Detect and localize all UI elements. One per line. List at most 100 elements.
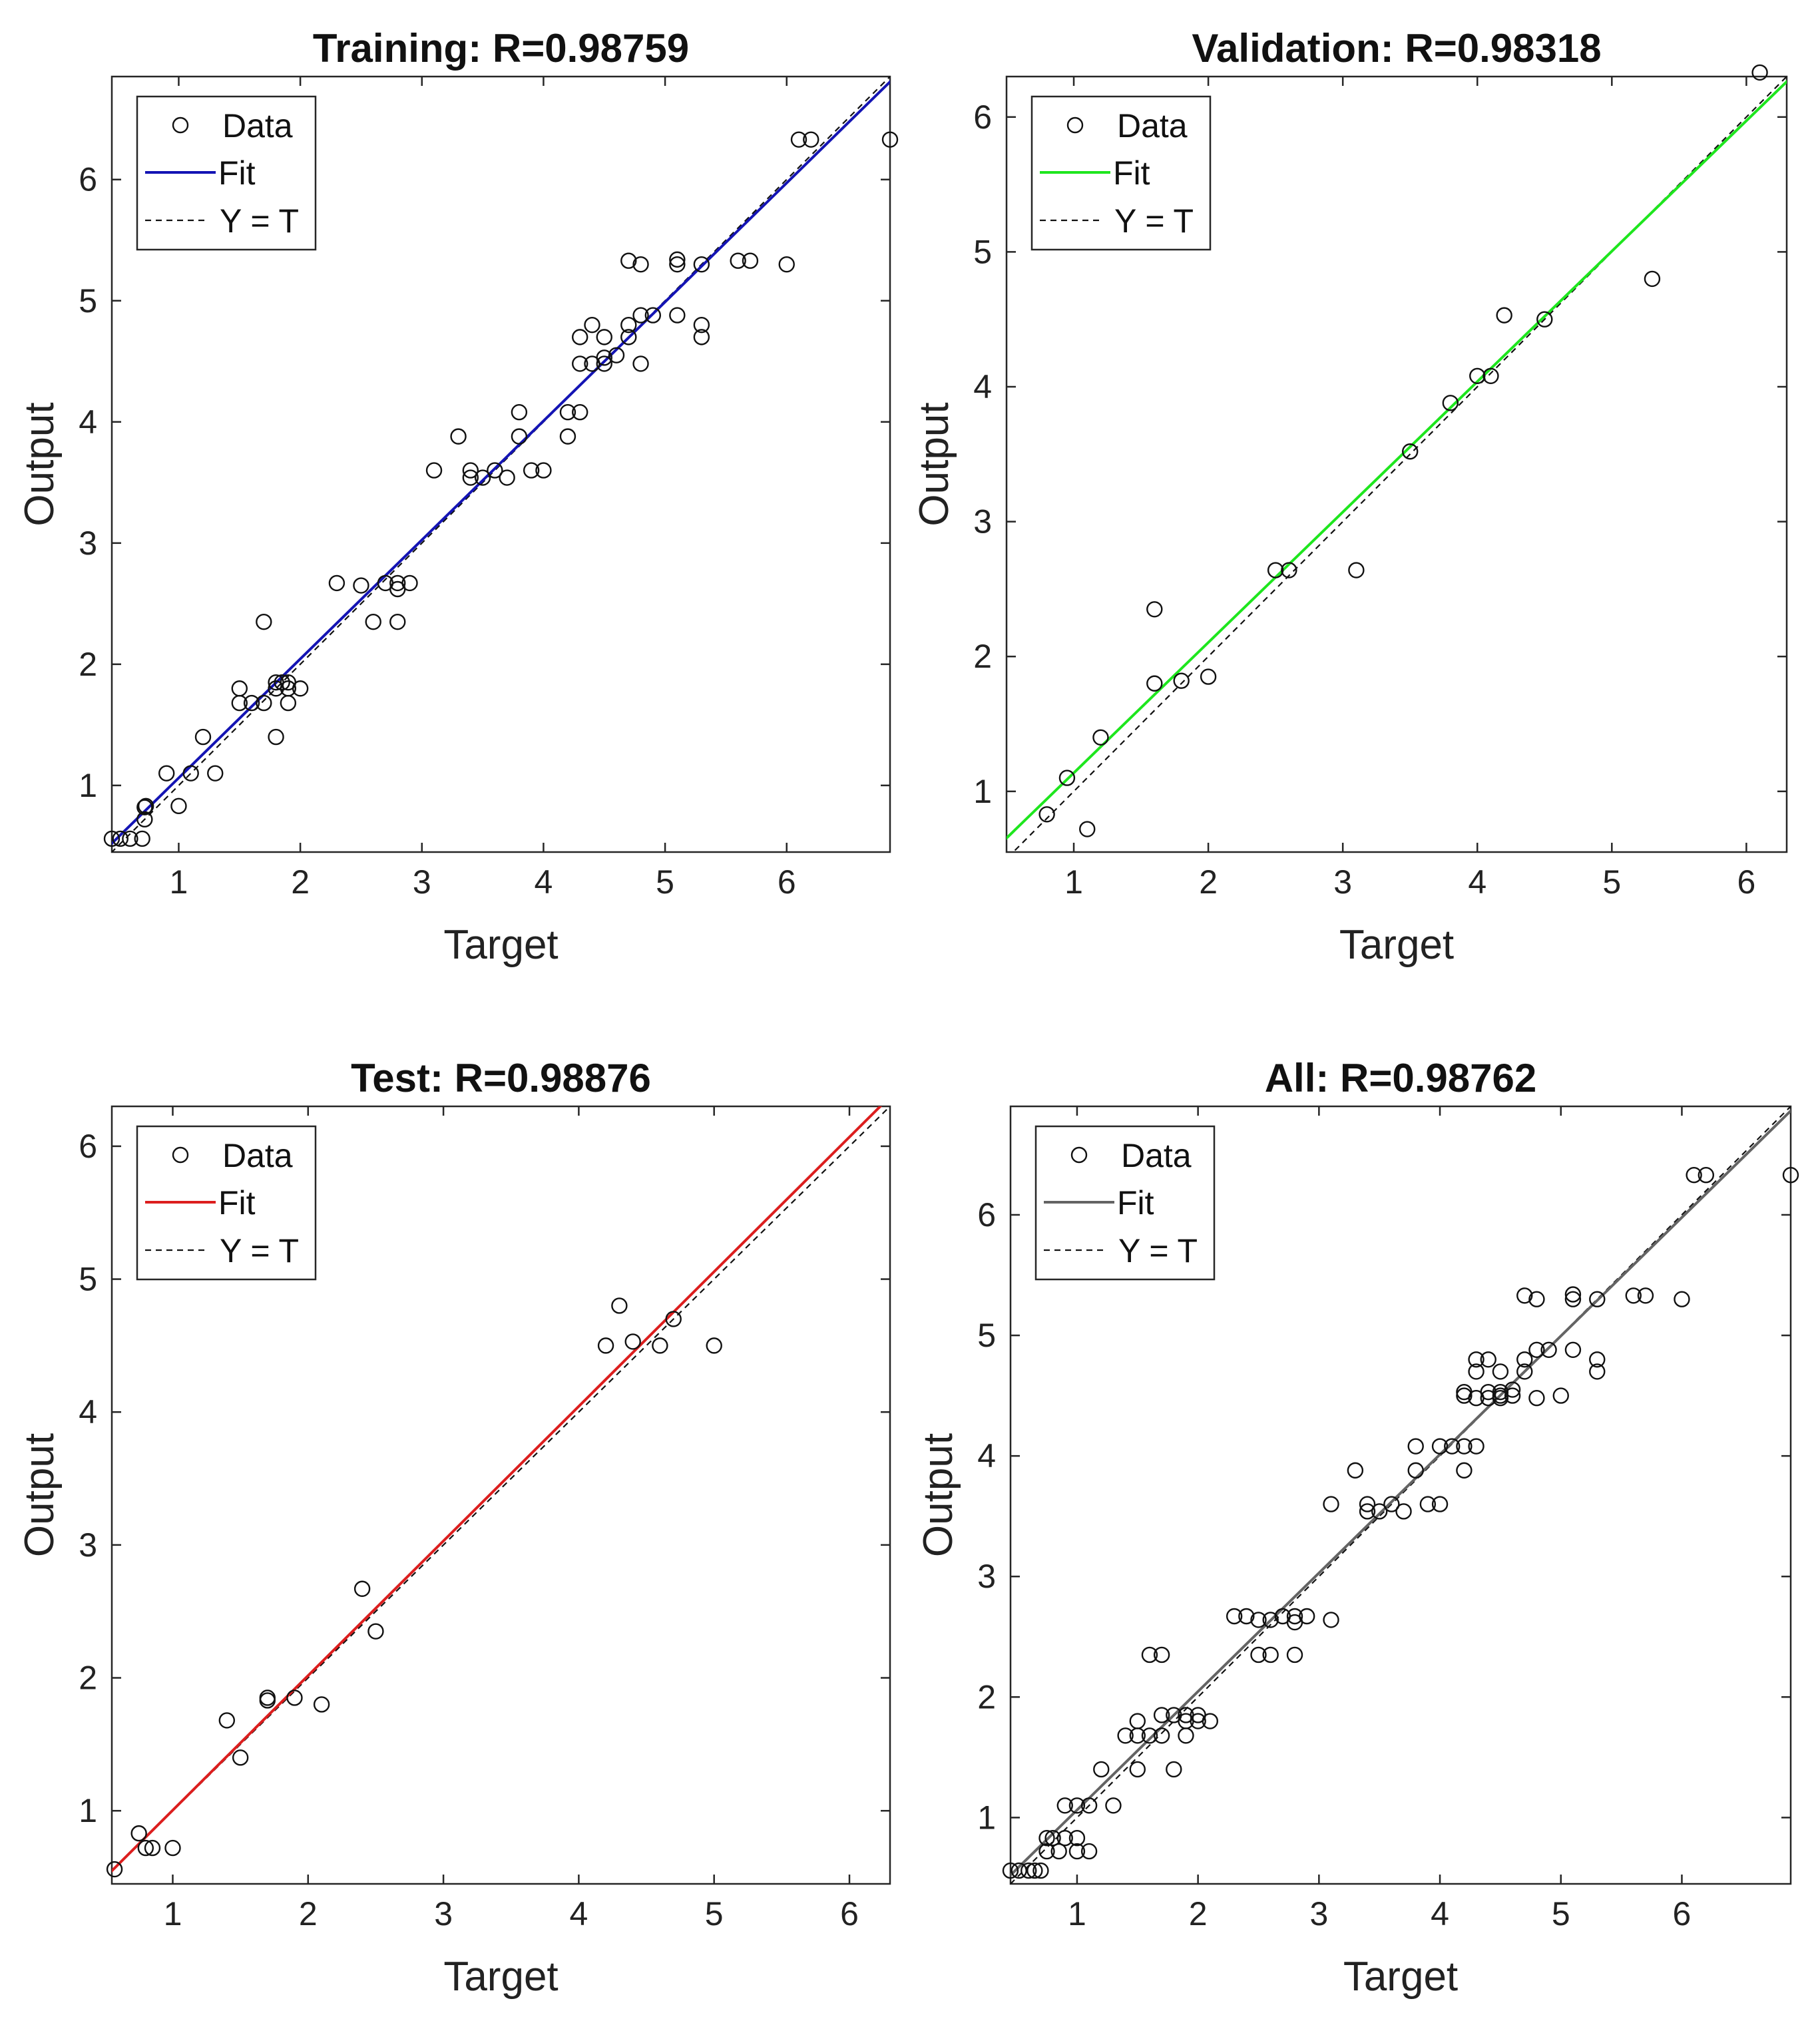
test-legend: Data Fit Y = T xyxy=(136,1125,317,1281)
validation-legend: Data Fit Y = T xyxy=(1030,95,1212,251)
validation-data-point xyxy=(1281,562,1297,578)
validation-y-tick-label: 4 xyxy=(973,368,992,405)
test-legend-fit-label: Fit xyxy=(218,1184,256,1222)
validation-fit-line xyxy=(1007,79,1787,840)
all-data-point xyxy=(1371,1503,1388,1520)
validation-data-point xyxy=(1482,367,1499,384)
training-data-point xyxy=(523,462,540,479)
all-data-point xyxy=(1528,1390,1545,1407)
all-data-point xyxy=(1456,1387,1473,1404)
all-legend-identity-label: Y = T xyxy=(1118,1232,1198,1269)
training-y-tick-label: 4 xyxy=(79,403,97,441)
all-data-point xyxy=(1238,1608,1255,1625)
validation-data-point xyxy=(1469,367,1486,384)
validation-data-point xyxy=(1442,395,1459,411)
training-data-point xyxy=(803,131,819,148)
training-data-point xyxy=(669,251,686,268)
all-data-point xyxy=(1153,1646,1170,1664)
training-data-point xyxy=(328,574,345,592)
training-data-point xyxy=(134,830,150,847)
training-data-point xyxy=(620,316,637,334)
training-data-point xyxy=(693,256,710,273)
test-data-point xyxy=(313,1696,330,1713)
all-y-tick-label: 3 xyxy=(977,1558,996,1595)
training-data-point xyxy=(462,469,479,486)
all-data-point xyxy=(1444,1438,1461,1455)
validation-data-point xyxy=(1496,307,1512,324)
all-data-point xyxy=(1528,1341,1545,1358)
test-data-point xyxy=(611,1297,628,1314)
test-y-tick-label: 4 xyxy=(79,1393,97,1431)
test-data-point xyxy=(286,1689,303,1706)
test-data-point xyxy=(706,1337,722,1354)
training-legend-fit-label: Fit xyxy=(218,154,256,192)
training-legend-data-label: Data xyxy=(222,107,293,144)
validation-legend-data-label: Data xyxy=(1117,107,1188,144)
training-data-point xyxy=(632,256,649,273)
training-data-point xyxy=(511,428,528,445)
all-data-point xyxy=(1468,1363,1484,1380)
all-data-point xyxy=(1202,1713,1219,1729)
test-x-tick-label: 3 xyxy=(434,1895,453,1932)
all-data-point xyxy=(1190,1713,1206,1729)
training-x-tick-label: 2 xyxy=(291,863,310,901)
test-panel: 1 2 3 4 5 6 1 2 3 4 5 6 Test: R=0.98876 Target Output D… xyxy=(17,1056,891,2000)
all-data-point xyxy=(1056,1829,1073,1847)
training-data-point xyxy=(535,462,552,479)
validation-data-point xyxy=(1038,806,1055,823)
training-data-point xyxy=(268,728,284,746)
all-data-point xyxy=(1080,1843,1098,1860)
all-data-point xyxy=(1011,1862,1027,1879)
validation-panel: 1 2 3 4 5 6 1 2 3 4 5 6 Validation: R=0.98318 Target O… xyxy=(911,26,1788,968)
all-data-point xyxy=(1250,1646,1267,1664)
training-data-point xyxy=(730,252,746,269)
training-data-point xyxy=(669,256,686,273)
all-data-point xyxy=(1050,1843,1067,1860)
training-data-point xyxy=(425,462,443,479)
all-legend-fit-label: Fit xyxy=(1117,1184,1154,1222)
training-data-point xyxy=(596,329,612,345)
training-data-point xyxy=(170,797,187,815)
all-y-tick-label: 2 xyxy=(977,1678,996,1715)
validation-y-axis-label: Output xyxy=(911,402,957,526)
training-data-point xyxy=(389,574,406,592)
all-data-point xyxy=(1540,1341,1557,1358)
all-y-tick-label: 1 xyxy=(977,1799,996,1836)
validation-x-tick-label: 4 xyxy=(1468,863,1486,901)
training-data-point xyxy=(620,252,637,269)
training-data-point xyxy=(365,613,381,630)
all-title: All: R=0.98762 xyxy=(1265,1056,1537,1100)
validation-title: Validation: R=0.98318 xyxy=(1192,26,1601,71)
all-x-tick-label: 1 xyxy=(1068,1895,1086,1932)
all-data-point xyxy=(1516,1351,1533,1368)
all-data-point xyxy=(1286,1646,1303,1664)
all-data-point xyxy=(1002,1862,1019,1879)
all-data-point xyxy=(1589,1291,1606,1307)
training-data-point xyxy=(584,316,600,334)
all-data-point xyxy=(1141,1646,1158,1664)
validation-x-axis-label: Target xyxy=(1339,922,1454,968)
all-data-point xyxy=(1262,1612,1279,1628)
all-data-point xyxy=(1552,1387,1569,1404)
training-data-point xyxy=(644,307,662,324)
all-data-point xyxy=(1166,1761,1182,1778)
all-y-tick-label: 6 xyxy=(977,1196,996,1233)
all-x-tick-label: 4 xyxy=(1431,1895,1449,1932)
test-x-axis-label: Target xyxy=(443,1954,558,2000)
all-data-point xyxy=(1068,1843,1086,1860)
training-data-point xyxy=(693,329,710,345)
test-data-point xyxy=(597,1337,614,1354)
all-data-point xyxy=(1407,1462,1424,1479)
all-data-point xyxy=(1080,1797,1098,1814)
validation-y-tick-label: 1 xyxy=(973,773,992,810)
all-data-point xyxy=(1516,1287,1533,1304)
training-data-point xyxy=(389,613,406,630)
training-data-point xyxy=(280,680,297,697)
training-data-point xyxy=(450,428,467,445)
training-legend-identity-label: Y = T xyxy=(220,202,299,240)
test-y-axis-label: Output xyxy=(17,1433,63,1557)
all-data-point xyxy=(1038,1829,1055,1847)
all-data-point xyxy=(1262,1646,1279,1664)
training-data-point xyxy=(137,797,154,815)
test-data-point xyxy=(624,1333,641,1350)
